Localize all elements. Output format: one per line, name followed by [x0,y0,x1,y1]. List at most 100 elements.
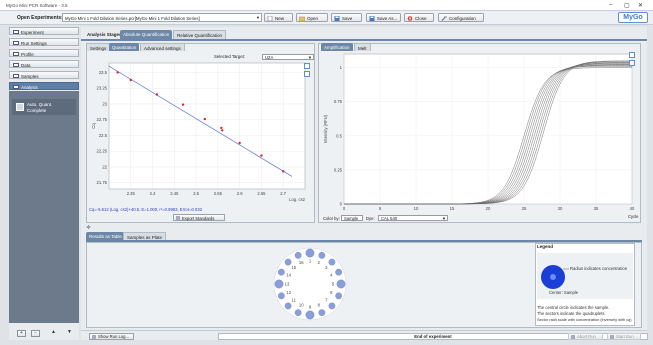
sidebar-item-label: Analysis [21,84,38,90]
close-experiment-button[interactable]: Close [404,13,434,22]
export-standards-label: Export Standards [182,215,215,221]
open-button-label: Open [307,15,319,21]
main-toolbar: Open Experiments: MyGo Mini 1 Fold Dilut… [0,11,653,25]
save-button-label: Save [342,15,353,21]
export-standards-button[interactable]: Export Standards [173,214,225,221]
dye-value: CAL 540 [381,216,398,221]
start-run-button[interactable]: Start Run [607,332,641,340]
experiment-select-value: MyGo Mini 1 Fold Dilution Series.pcr[MyG… [65,15,200,21]
std-data-point [181,103,185,106]
sidebar-item-run-settings[interactable]: Run Settings [9,38,79,46]
remove-icon[interactable]: − [31,330,40,337]
std-data-point [155,93,159,96]
color-by-select[interactable]: Sample [341,215,363,221]
tab-amplification[interactable]: Amplification [321,43,353,51]
plate-well [305,310,315,320]
sidebar-item-data[interactable]: Data [9,60,79,68]
plate-well-label: 2 [318,260,321,265]
amp-x-tick-label: 0 [343,206,346,211]
export-icon [176,216,180,220]
analysis-icon [13,84,19,89]
std-y-tick-label: 22.25 [97,149,108,154]
amp-series-line [344,60,632,205]
dye-select[interactable]: CAL 540 ▼ [378,215,448,221]
std-data-point [129,78,132,82]
std-y-tick-label: 21.75 [97,180,108,185]
save-as-icon [369,15,375,21]
standard-curve-chart: 2.35 2.4 2.45 2.5 2.55 2.6 2.65 2.7 23.5 23.25 23 2… [91,62,306,202]
dye-label: Dye: [366,216,375,221]
tab-advanced-settings[interactable]: Advanced settings [140,43,185,51]
plate-well-label: 5 [332,281,335,286]
new-file-icon [267,15,273,21]
plate-well-label: 9 [309,304,312,309]
amp-x-axis-label: Cycle [628,214,639,219]
legend-radius-text: Radius indicates concentration [570,266,628,271]
log-icon [92,334,96,339]
selected-target-select[interactable]: UZA ▼ [262,54,314,60]
tab-samples-as-plate[interactable]: Samples as Plate [123,232,167,240]
data-icon [13,62,19,67]
tab-absolute-quantification[interactable]: Absolute Quantification [120,30,173,39]
plate-well-label: 8 [318,303,321,308]
splitter-icon[interactable]: ≑ [86,225,92,231]
plate-well [335,292,342,300]
zoom-icon[interactable] [629,52,635,58]
plate-well [328,302,336,310]
sidebar-item-analysis[interactable]: Analysis [9,82,79,90]
tab-results-as-table[interactable]: Results as Table [86,232,125,240]
legend-center-text: Center: Sample [549,290,579,295]
save-button[interactable]: Save [331,13,362,22]
abort-run-label: Abort Run [577,334,596,339]
maximize-button[interactable]: ▢ [624,3,630,9]
tab-quantitation[interactable]: Quantitation [109,43,140,51]
amp-y-tick-label: 0.5 [336,133,342,138]
open-button[interactable]: Open [296,13,328,22]
sidebar-bottom-controls: + − ▲ ▼ [9,327,79,340]
wrench-icon [441,15,447,21]
plate-well [335,268,342,276]
sidebar-item-samples[interactable]: Samples [9,71,79,79]
std-data-point [282,170,285,173]
legend-diagram [537,253,633,299]
std-plot-area [108,62,306,190]
color-by-label: Color by: [323,216,340,221]
abort-run-button[interactable]: Abort Run [568,332,603,340]
sidebar-item-label: Run Settings [21,40,47,46]
zoom-icon[interactable] [304,63,310,69]
amp-y-tick-label: 1 [340,65,343,70]
amplification-chart: 0 5 10 15 20 25 30 35 40 0 0.25 0.5 0.75 1 Intensity … [323,53,635,211]
tab-relative-quantification[interactable]: Relative Quantification [173,30,227,39]
minimize-button[interactable]: – [609,2,613,8]
configuration-button[interactable]: Configuration [438,13,484,22]
sidebar-item-label: Profile [21,51,34,57]
tab-melt[interactable]: Melt [354,43,371,51]
plate-well-label: 7 [325,298,328,303]
save-icon [334,15,340,21]
sidebar-item-profile[interactable]: Profile [9,49,79,57]
reset-icon[interactable] [629,60,635,66]
plate-well-label: 6 [330,290,333,295]
experiment-select[interactable]: MyGo Mini 1 Fold Dilution Series.pcr[MyG… [62,13,262,22]
tab-settings[interactable]: Settings [86,43,111,51]
arrow-up-icon[interactable]: ▲ [51,329,56,335]
plate-ring-bg [273,247,347,321]
add-icon[interactable]: + [17,330,26,337]
plate-well [318,252,326,259]
sidebar-item-experiment[interactable]: Experiment [9,27,79,35]
close-window-button[interactable]: ✕ [638,3,644,9]
std-x-tick-label: 2.45 [170,191,179,196]
amp-x-tick-label: 30 [558,206,563,211]
chevron-down-icon: ▼ [256,15,260,20]
plate-well [278,292,285,300]
save-as-button[interactable]: Save As... [366,13,401,22]
bottom-bar: Show Run Log... End of experiment Abort … [81,330,648,340]
arrow-down-icon[interactable]: ▼ [67,329,72,335]
std-equation: Cq=-5.612 (Log. cs2)+40.5, E=1.000, r²=0… [89,207,203,212]
show-run-log-button[interactable]: Show Run Log... [89,332,134,340]
reset-icon[interactable] [304,71,310,77]
new-button[interactable]: New [264,13,293,22]
auto-quant-status[interactable]: Auto. Quant. Complete [12,99,76,115]
